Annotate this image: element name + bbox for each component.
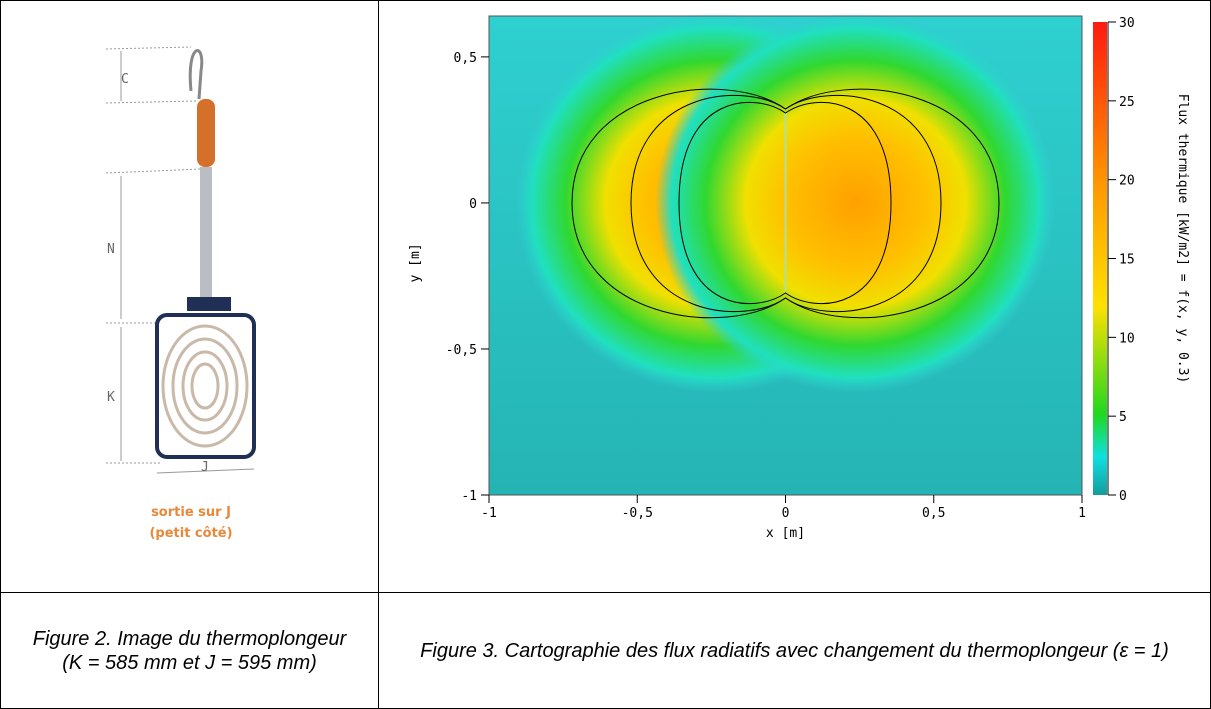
dim-label: C xyxy=(121,72,129,87)
y-tick-label: -0,5 xyxy=(446,343,477,358)
colorbar-tick-label: 20 xyxy=(1119,174,1135,189)
contour xyxy=(678,102,892,304)
chart: -1 -0,5 0 0,5 1 0,5 0 -0,5 -1 x [m] y [m] 0 5 10 15 20 2… xyxy=(408,12,1190,541)
colorbar-tick-label: 5 xyxy=(1119,410,1127,425)
divider xyxy=(378,1,379,708)
note: sortie sur J xyxy=(151,505,231,520)
y-tick-label: 0 xyxy=(469,197,477,212)
heatmap xyxy=(489,12,1082,495)
colorbar-tick-label: 30 xyxy=(1119,16,1135,31)
colorbar-tick-label: 25 xyxy=(1119,95,1135,110)
x-tick-label: 0 xyxy=(782,506,790,521)
x-tick-label: 1 xyxy=(1078,506,1086,521)
heater-image: C N K J sortie sur J (petit côté) xyxy=(105,46,256,541)
colorbar-tick-label: 10 xyxy=(1119,331,1135,346)
colorbar xyxy=(1093,22,1107,495)
dim-label: N xyxy=(107,242,115,257)
y-tick-label: 0,5 xyxy=(454,51,477,66)
contour xyxy=(630,94,942,313)
dim-label: J xyxy=(201,460,209,475)
y-tick-label: -1 xyxy=(461,489,477,504)
colorbar-tick-label: 0 xyxy=(1119,489,1127,504)
x-tick-label: -0,5 xyxy=(622,506,653,521)
field xyxy=(784,112,787,291)
divider xyxy=(1,592,1210,593)
y-axis-label: y [m] xyxy=(408,243,423,282)
field xyxy=(655,12,1056,393)
x-tick-label: -1 xyxy=(481,506,497,521)
caption: Figure 2. Image du thermoplongeur (K = 5… xyxy=(32,627,347,674)
x-tick-label: 0,5 xyxy=(922,506,945,521)
note: (petit côté) xyxy=(149,526,232,541)
colorbar-label: Flux thermique [kW/m2] = f(x, y, 0.3) xyxy=(1175,94,1190,384)
x-axis-label: x [m] xyxy=(766,526,805,541)
colorbar-tick-label: 15 xyxy=(1119,253,1135,268)
caption: Figure 3. Cartographie des flux radiatif… xyxy=(420,639,1169,662)
dim-label: K xyxy=(107,390,115,405)
